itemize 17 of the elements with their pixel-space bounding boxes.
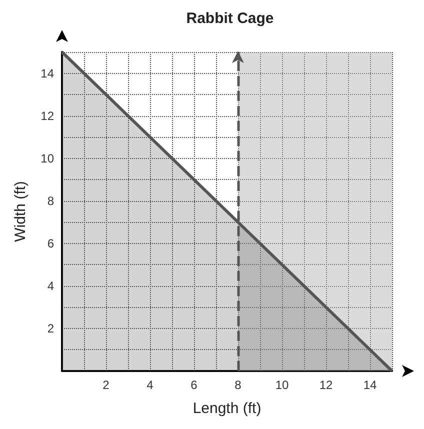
y-tick-label: 10: [40, 151, 54, 166]
y-tick-label: 4: [47, 278, 54, 293]
x-tick-label: 10: [275, 378, 289, 392]
x-axis-title: Length (ft): [192, 400, 262, 417]
x-tick-label: 8: [234, 378, 242, 392]
x-tick-label: 12: [319, 378, 333, 392]
y-tick-label: 6: [47, 236, 54, 250]
y-tick-label: 2: [47, 321, 54, 336]
x-tick-label: 14: [363, 378, 377, 392]
chart-title: Rabbit Cage: [186, 10, 274, 27]
y-tick-label: 14: [40, 66, 54, 80]
y-axis-title: Width (ft): [12, 181, 29, 242]
x-tick-label: 4: [146, 378, 154, 392]
y-tick-label: 12: [40, 108, 54, 123]
y-tick-label: 8: [47, 194, 54, 208]
x-tick-label: 2: [102, 378, 110, 392]
x-tick-label: 6: [190, 378, 198, 392]
